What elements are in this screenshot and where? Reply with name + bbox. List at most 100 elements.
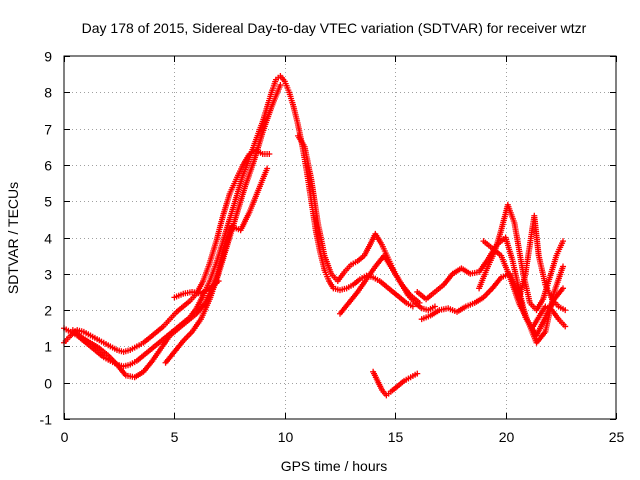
marker-trail (551, 265, 566, 293)
marker-trail (499, 254, 513, 279)
marker-trail (505, 203, 517, 224)
marker-trail (191, 289, 202, 297)
marker-trail (181, 330, 194, 343)
marker-trail (405, 301, 414, 309)
marker-trail (547, 254, 559, 279)
data-point (409, 303, 416, 310)
data-point (266, 151, 273, 158)
marker-trail (96, 337, 105, 345)
marker-trail (476, 265, 491, 290)
marker-trail (322, 269, 332, 282)
marker-trail (364, 265, 378, 281)
marker-trail (116, 347, 125, 355)
marker-trail (95, 350, 106, 359)
marker-trail (155, 324, 165, 334)
marker-trail (345, 282, 354, 291)
marker-trail (181, 299, 192, 309)
marker-trail (433, 283, 445, 294)
y-tick-label: 1 (44, 339, 52, 355)
marker-trail (71, 328, 83, 339)
marker-trail (150, 347, 163, 363)
marker-trail (509, 258, 522, 290)
marker-trail (511, 222, 526, 275)
marker-trail (264, 91, 274, 108)
marker-trail (142, 335, 152, 345)
marker-trail (350, 259, 359, 267)
marker-trail (447, 306, 458, 314)
data-point (562, 307, 569, 314)
data-point (277, 82, 284, 89)
marker-trail (234, 164, 245, 181)
marker-trail (207, 240, 219, 264)
marker-trail (528, 301, 538, 312)
data-point (416, 299, 423, 306)
marker-trail (129, 359, 138, 367)
marker-trail (378, 279, 388, 289)
marker-trail (409, 371, 419, 379)
marker-trail (208, 279, 220, 290)
marker-trail (122, 362, 131, 369)
marker-trail (329, 272, 340, 283)
marker-trail (190, 318, 203, 334)
marker-trail (199, 286, 211, 296)
marker-trail (332, 285, 341, 293)
marker-trail (455, 304, 468, 314)
marker-trail (159, 334, 172, 350)
marker-trail (473, 295, 485, 305)
marker-trail (304, 171, 314, 203)
marker-trail (522, 243, 533, 275)
marker-trail (172, 339, 185, 354)
marker-trail (391, 290, 401, 299)
marker-trail (491, 246, 503, 258)
marker-trail (375, 379, 385, 392)
marker-trail (313, 229, 323, 253)
y-tick-label: -1 (40, 412, 53, 428)
x-tick-label: 15 (388, 429, 404, 445)
marker-trail (389, 384, 399, 394)
marker-trail (359, 273, 368, 281)
marker-trail (136, 341, 145, 349)
marker-trail (109, 344, 118, 352)
marker-trail (89, 340, 101, 351)
marker-trail (343, 263, 353, 274)
marker-trail (339, 285, 348, 293)
marker-trail (248, 148, 257, 156)
marker-trail (269, 78, 279, 94)
data-point (414, 370, 421, 377)
marker-trail (194, 301, 208, 316)
marker-trail (424, 290, 437, 301)
marker-trail (507, 276, 522, 304)
marker-trail (133, 369, 145, 380)
marker-trail (338, 301, 351, 316)
marker-trail (550, 308, 561, 321)
marker-trail (125, 372, 136, 380)
marker-trail (194, 279, 206, 295)
y-tick-label: 7 (44, 122, 52, 138)
marker-trail (536, 254, 548, 286)
marker-trail (188, 292, 198, 303)
marker-trail (308, 200, 319, 232)
marker-trail (477, 258, 490, 274)
marker-trail (168, 326, 180, 338)
marker-trail (543, 283, 554, 301)
marker-trail (371, 370, 380, 383)
marker-trail (103, 341, 112, 349)
marker-trail (216, 243, 230, 275)
marker-trail (142, 348, 152, 358)
marker-trail (557, 318, 567, 328)
marker-trail (162, 332, 172, 341)
x-tick-label: 25 (609, 429, 625, 445)
data-point (264, 165, 271, 172)
marker-trail (106, 354, 119, 366)
marker-trail (380, 388, 388, 397)
marker-trail (429, 308, 441, 318)
marker-trail (403, 375, 412, 383)
marker-trail (327, 279, 336, 290)
marker-trail (155, 337, 165, 347)
marker-trail (398, 295, 408, 305)
data-point (560, 285, 567, 292)
data-point (431, 303, 438, 310)
marker-trail (115, 363, 128, 377)
marker-trail (214, 240, 226, 264)
